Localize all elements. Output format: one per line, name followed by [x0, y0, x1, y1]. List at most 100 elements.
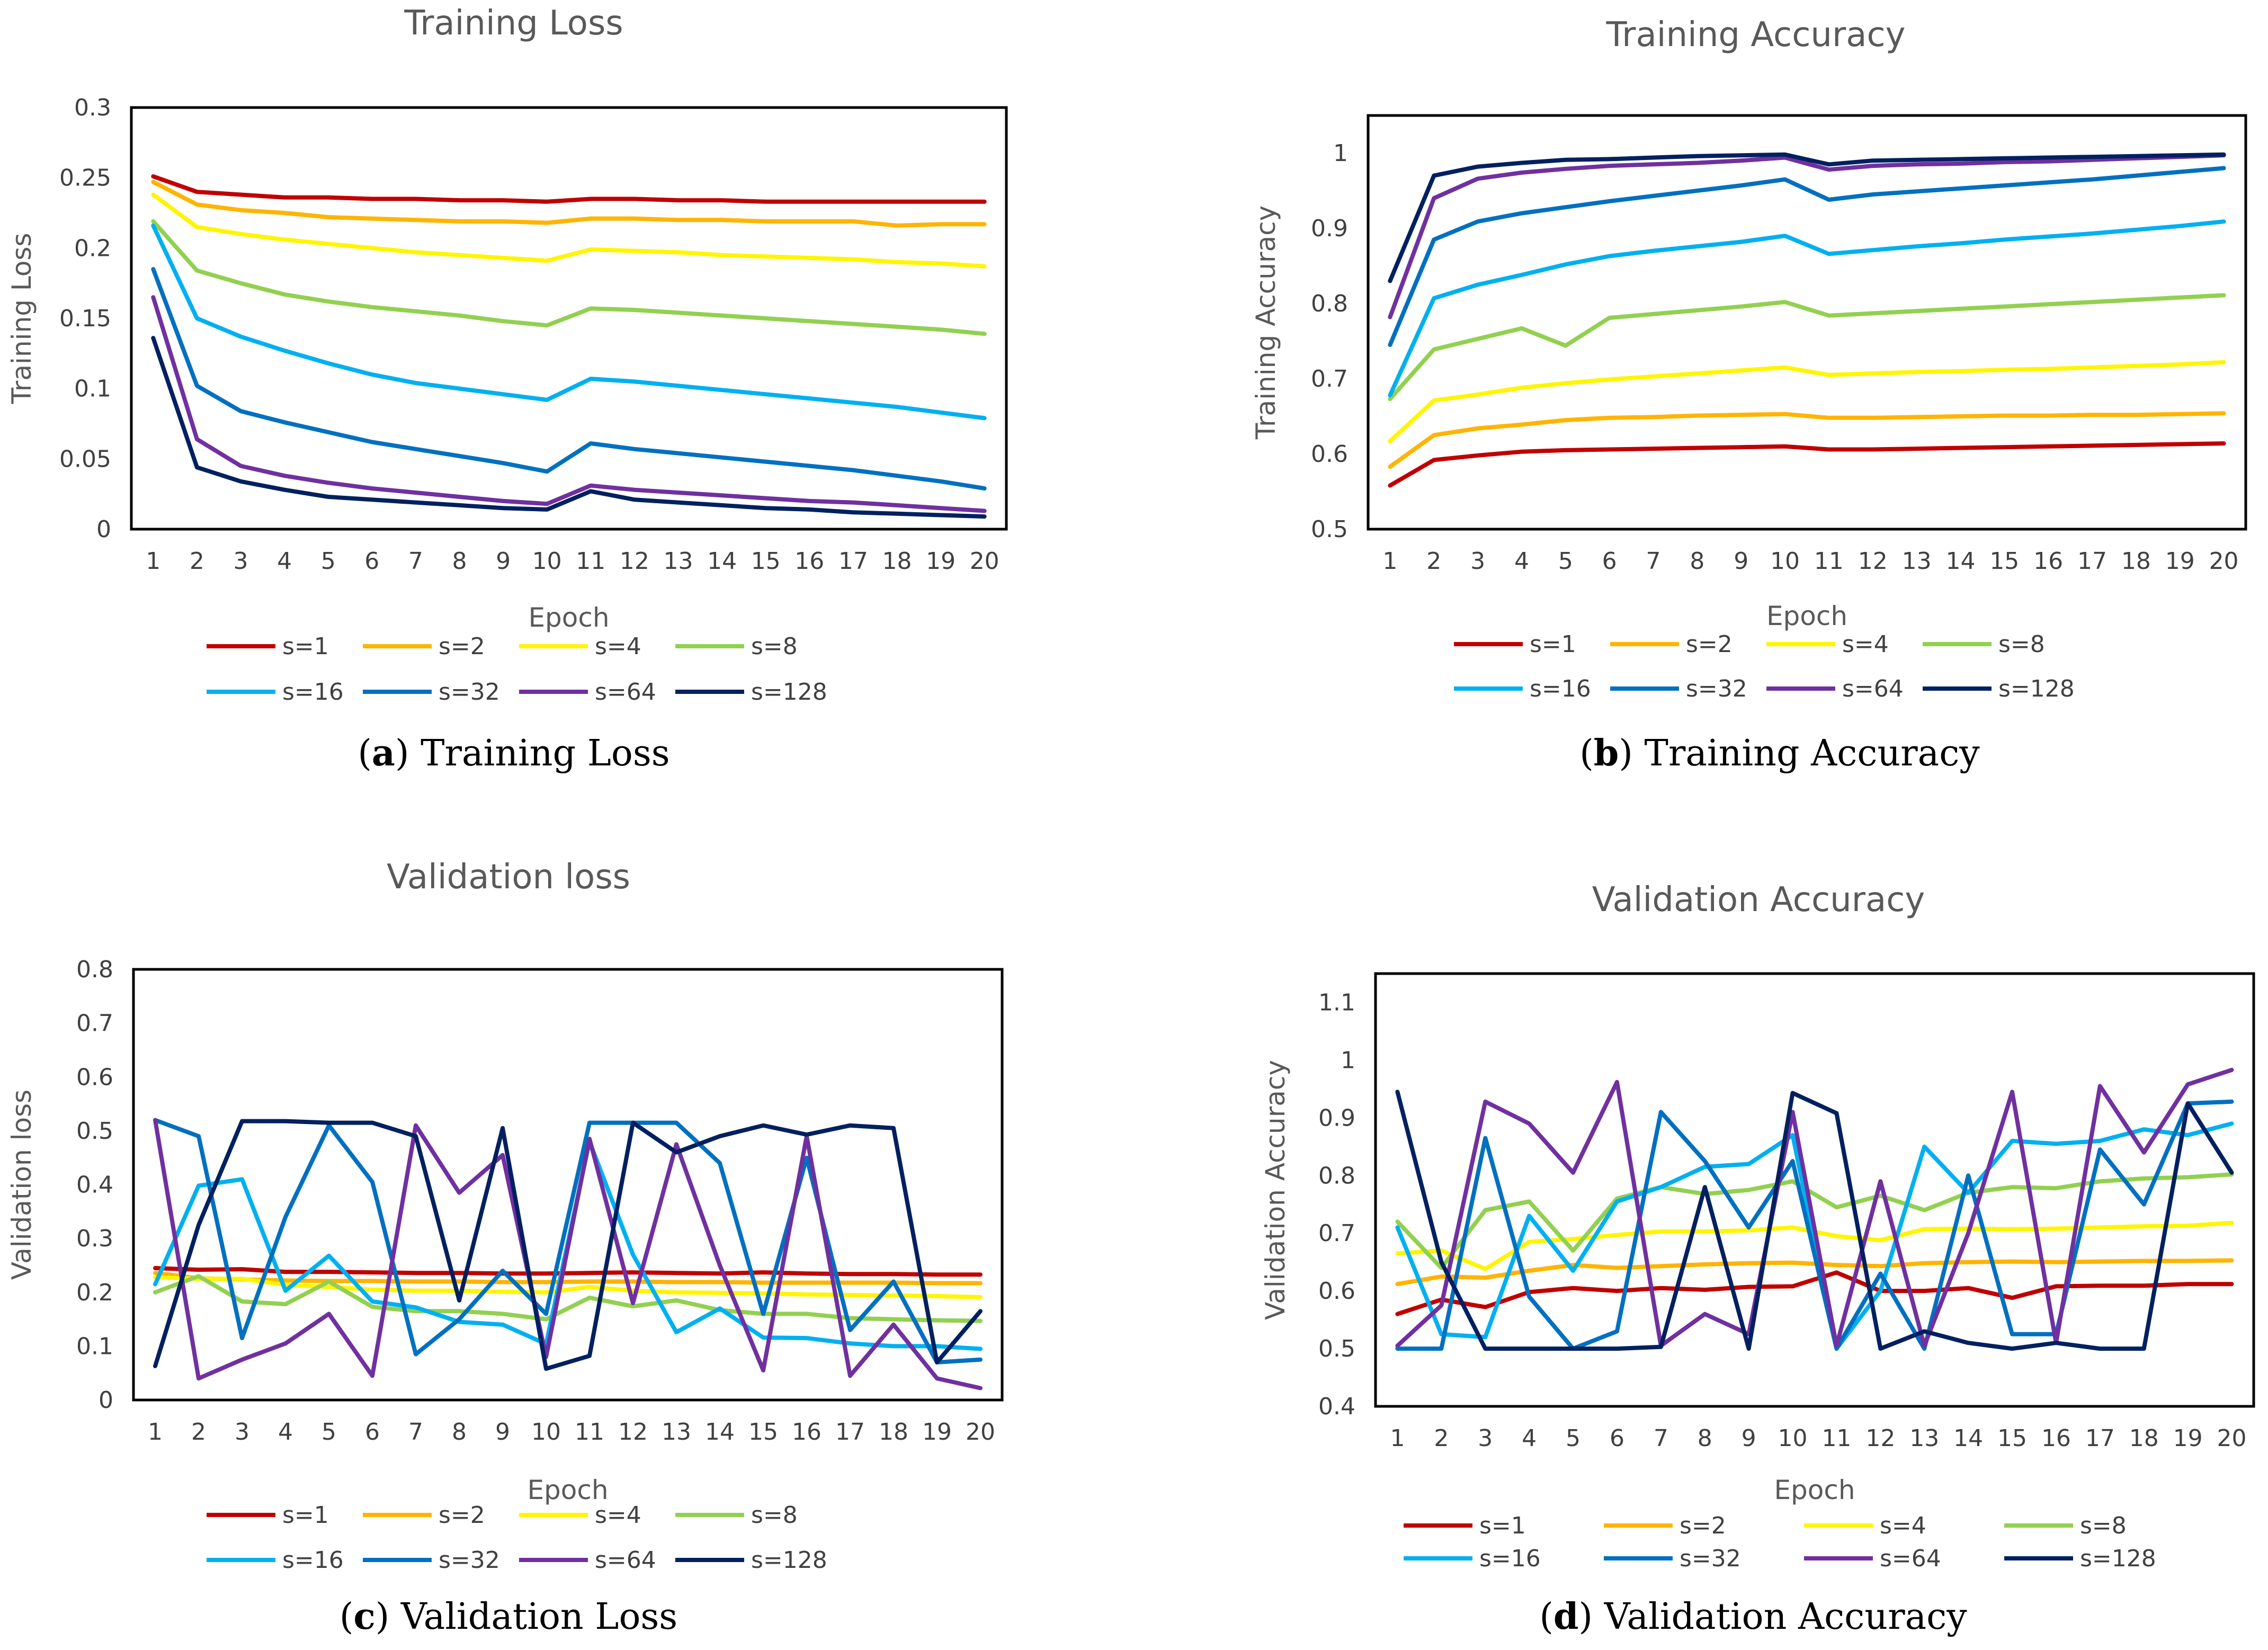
x-tick-label: 2 — [190, 548, 204, 575]
y-tick-label: 1 — [1333, 140, 1348, 167]
x-tick-label: 19 — [922, 1419, 952, 1446]
chart-title: Validation loss — [387, 858, 630, 897]
legend: s=1 s=2 s=4 s=8 s=16 s=32 s=64 s=128 — [207, 633, 827, 706]
y-tick-label: 0.9 — [1311, 215, 1348, 242]
series-line-s32 — [1388, 166, 2226, 347]
x-tick-label: 16 — [2033, 548, 2063, 575]
x-tick-label: 4 — [1522, 1425, 1537, 1452]
legend-label: s=8 — [751, 1502, 798, 1529]
x-tick-label: 13 — [1902, 548, 1932, 575]
series-line-s1 — [1388, 441, 2226, 488]
x-tick-label: 15 — [751, 548, 781, 575]
x-tick-label: 5 — [1566, 1425, 1581, 1452]
x-tick-label: 1 — [148, 1419, 163, 1446]
x-axis-label: Epoch — [528, 602, 609, 633]
legend-label: s=1 — [282, 633, 329, 660]
x-tick-label: 7 — [1646, 548, 1661, 575]
legend-label: s=32 — [1680, 1545, 1741, 1572]
y-axis-label: Training Accuracy — [1251, 206, 1281, 440]
series-line-s1 — [1395, 1270, 2234, 1316]
caption-text: ) Training Loss — [395, 733, 670, 774]
y-tick-label: 0.2 — [74, 235, 111, 262]
legend-label: s=128 — [1998, 675, 2075, 702]
legend-label: s=2 — [439, 633, 485, 660]
series-line-s2 — [153, 1271, 983, 1286]
x-tick-label: 13 — [664, 548, 693, 575]
y-tick-label: 0.6 — [1318, 1278, 1355, 1305]
x-tick-label: 4 — [1514, 548, 1529, 575]
x-tick-label: 6 — [365, 1419, 380, 1446]
series-line-s128 — [153, 1119, 983, 1371]
caption-open-paren: ( — [1539, 1596, 1553, 1638]
x-tick-label: 8 — [1698, 1425, 1712, 1452]
panel-caption: (b) Training Accuracy — [1579, 732, 1980, 774]
series-line-s1 — [151, 174, 987, 204]
y-tick-label: 0.7 — [1318, 1220, 1355, 1247]
x-tick-label: 3 — [234, 548, 248, 575]
y-tick-label: 0.8 — [76, 956, 113, 983]
x-tick-label: 14 — [1953, 1425, 1983, 1452]
series-line-s16 — [151, 223, 987, 421]
x-tick-label: 5 — [1558, 548, 1573, 575]
y-tick-label: 0.8 — [1318, 1162, 1355, 1189]
legend-label: s=2 — [439, 1502, 485, 1529]
series-line-s128 — [151, 336, 987, 519]
series-line-s64 — [1395, 1067, 2234, 1348]
x-tick-label: 6 — [1602, 548, 1617, 575]
x-tick-label: 7 — [408, 1419, 423, 1446]
panel-caption: (d) Validation Accuracy — [1539, 1595, 1967, 1638]
x-tick-label: 9 — [495, 1419, 510, 1446]
x-tick-label: 3 — [1470, 548, 1485, 575]
y-tick-label: 0.3 — [74, 94, 111, 121]
y-tick-label: 0.3 — [76, 1225, 113, 1252]
y-tick-label: 0 — [99, 1387, 113, 1414]
legend-label: s=16 — [282, 679, 344, 706]
y-tick-label: 0.15 — [59, 305, 111, 332]
x-tick-label: 4 — [277, 548, 292, 575]
legend-label: s=16 — [1530, 675, 1591, 702]
plot-area-frame — [1367, 114, 2247, 531]
x-tick-label: 18 — [879, 1419, 908, 1446]
caption-open-paren: ( — [1579, 733, 1594, 774]
x-tick-label: 20 — [970, 548, 999, 575]
x-tick-label: 2 — [1426, 548, 1441, 575]
chart-panel-d: Validation Accuracy 0.4 0.5 0.6 0.7 0.8 0.9 1 1.… — [1260, 880, 2255, 1638]
x-tick-label: 3 — [235, 1419, 249, 1446]
y-tick-label: 0.1 — [76, 1333, 113, 1360]
y-tick-label: 0.2 — [76, 1279, 113, 1306]
x-tick-label: 11 — [1814, 548, 1844, 575]
x-tick-label: 12 — [1858, 548, 1888, 575]
legend-label: s=2 — [1686, 631, 1733, 658]
x-tick-label: 16 — [792, 1419, 822, 1446]
x-tick-label: 12 — [1865, 1425, 1895, 1452]
x-tick-label: 13 — [1909, 1425, 1939, 1452]
y-tick-label: 0.4 — [76, 1172, 113, 1199]
legend-label: s=16 — [282, 1547, 344, 1574]
y-tick-label: 0.1 — [74, 376, 111, 403]
chart-title: Validation Accuracy — [1592, 880, 1925, 920]
y-axis-label: Validation Accuracy — [1260, 1060, 1291, 1320]
caption-letter: b — [1594, 732, 1619, 774]
x-tick-label: 10 — [532, 548, 562, 575]
x-tick-label: 2 — [191, 1419, 206, 1446]
x-axis-label: Epoch — [1766, 601, 1847, 631]
legend-label: s=32 — [439, 679, 500, 706]
series-line-s8 — [151, 219, 987, 336]
panel-caption: (a) Training Loss — [358, 732, 669, 774]
legend-label: s=64 — [595, 1547, 656, 1574]
x-tick-label: 9 — [1742, 1425, 1756, 1452]
legend-label: s=64 — [1880, 1545, 1941, 1572]
caption-letter: a — [372, 732, 395, 774]
caption-letter: c — [353, 1595, 375, 1638]
x-tick-label: 20 — [2217, 1425, 2247, 1452]
plot-area-frame — [1374, 972, 2255, 1408]
x-tick-label: 19 — [2173, 1425, 2203, 1452]
legend-label: s=128 — [751, 1547, 827, 1574]
series-line-s32 — [153, 1118, 983, 1364]
series-line-s32 — [1395, 1099, 2234, 1351]
x-tick-label: 1 — [1382, 548, 1397, 575]
y-tick-label: 0.4 — [1318, 1393, 1355, 1420]
y-tick-label: 1 — [1341, 1047, 1355, 1074]
x-axis-label: Epoch — [527, 1475, 608, 1505]
